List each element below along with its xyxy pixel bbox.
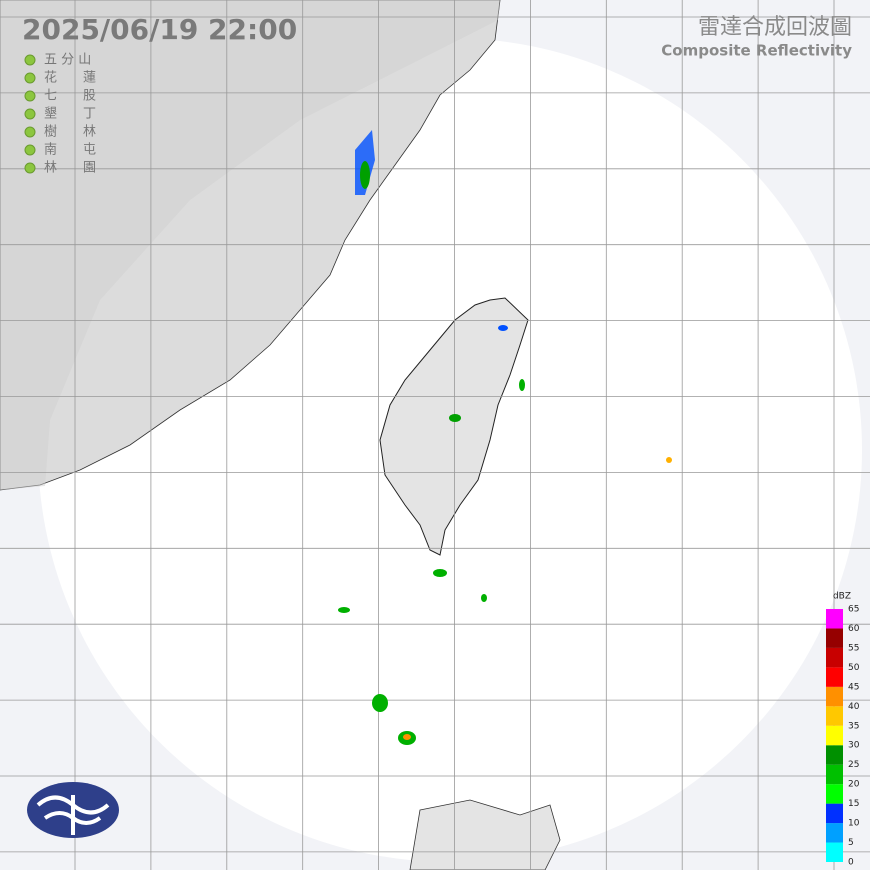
echo bbox=[338, 607, 350, 613]
legend-swatch bbox=[826, 667, 843, 687]
station-name: 五 分 山 bbox=[44, 53, 91, 68]
legend-swatch bbox=[826, 784, 843, 804]
color-legend: dBZ 0 5 10 15 20 25 30 35 40 45 50 55 60 65 bbox=[826, 592, 860, 868]
title: 雷達合成回波圖 bbox=[698, 15, 852, 40]
legend-tick-label: 35 bbox=[848, 721, 859, 731]
legend-tick-label: 30 bbox=[848, 741, 860, 751]
legend-swatch bbox=[826, 803, 843, 824]
echo bbox=[481, 594, 487, 602]
station-dot bbox=[24, 72, 36, 84]
station-name: 南 屯 bbox=[44, 142, 96, 158]
echo bbox=[433, 569, 447, 577]
subtitle: Composite Reflectivity bbox=[661, 42, 852, 60]
station-dot bbox=[24, 162, 36, 174]
legend-tick-label: 55 bbox=[848, 643, 859, 653]
legend-swatch bbox=[826, 628, 843, 648]
legend-tick-label: 25 bbox=[848, 760, 859, 770]
legend-tick-label: 15 bbox=[848, 799, 859, 809]
echo bbox=[666, 457, 672, 463]
legend-swatch bbox=[826, 745, 843, 765]
legend-tick-label: 65 bbox=[848, 605, 859, 615]
station-dot bbox=[24, 90, 36, 102]
echo bbox=[449, 414, 461, 422]
legend-unit: dBZ bbox=[833, 592, 851, 602]
echo bbox=[360, 161, 370, 189]
echo bbox=[372, 694, 388, 712]
legend-tick-label: 60 bbox=[848, 624, 860, 634]
timestamp: 2025/06/19 22:00 bbox=[22, 13, 297, 46]
legend-tick-label: 50 bbox=[848, 663, 860, 673]
legend-swatch bbox=[826, 842, 843, 862]
station-list: 五 分 山花 蓮七 股墾 丁樹 林南 屯林 園 bbox=[24, 53, 96, 176]
legend-tick-label: 20 bbox=[848, 780, 860, 790]
legend-swatch bbox=[826, 686, 843, 707]
legend-swatch bbox=[826, 647, 843, 668]
echo bbox=[498, 325, 508, 331]
legend-swatch bbox=[826, 706, 843, 726]
echo bbox=[519, 379, 525, 391]
station-dot bbox=[24, 126, 36, 138]
echoes bbox=[338, 130, 672, 745]
legend-swatch bbox=[826, 764, 843, 785]
station-dot bbox=[24, 54, 36, 66]
mainland-out-of-range bbox=[0, 0, 500, 490]
legend-tick-label: 10 bbox=[848, 819, 860, 829]
legend-swatch bbox=[826, 823, 843, 843]
station-name: 樹 林 bbox=[44, 125, 96, 140]
station-dot bbox=[24, 108, 36, 120]
legend-tick-label: 45 bbox=[848, 682, 859, 692]
legend-tick-label: 0 bbox=[848, 858, 854, 868]
legend-tick-label: 5 bbox=[848, 838, 854, 848]
legend-swatch bbox=[826, 609, 843, 629]
station-dot bbox=[24, 144, 36, 156]
logo bbox=[27, 782, 119, 838]
station-name: 林 園 bbox=[44, 161, 96, 176]
station-name: 墾 丁 bbox=[44, 106, 96, 122]
taiwan bbox=[379, 297, 529, 556]
legend-tick-label: 40 bbox=[848, 702, 860, 712]
luzon bbox=[409, 799, 561, 871]
station-name: 花 蓮 bbox=[44, 70, 96, 86]
echo bbox=[403, 734, 411, 740]
legend-swatch bbox=[826, 725, 843, 746]
station-name: 七 股 bbox=[44, 89, 96, 104]
